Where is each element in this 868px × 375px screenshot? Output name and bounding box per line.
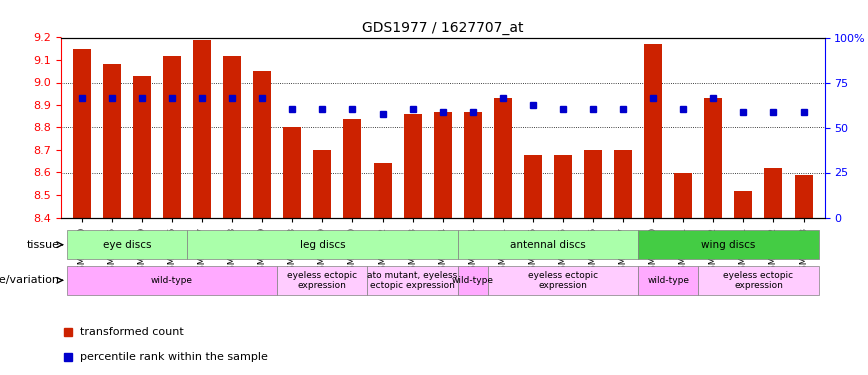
- Bar: [584, 150, 602, 217]
- Bar: [253, 71, 272, 217]
- Text: tissue: tissue: [26, 240, 59, 250]
- Text: ato mutant, eyeless
ectopic expression: ato mutant, eyeless ectopic expression: [367, 271, 457, 290]
- Text: eyeless ectopic
expression: eyeless ectopic expression: [723, 271, 793, 290]
- FancyBboxPatch shape: [187, 230, 457, 259]
- FancyBboxPatch shape: [457, 266, 488, 295]
- Text: eyeless ectopic
expression: eyeless ectopic expression: [287, 271, 358, 290]
- Bar: [73, 49, 91, 217]
- Text: genotype/variation: genotype/variation: [0, 275, 59, 285]
- Bar: [794, 175, 812, 217]
- Bar: [704, 98, 722, 218]
- FancyBboxPatch shape: [67, 230, 187, 259]
- Bar: [133, 76, 151, 217]
- Text: antennal discs: antennal discs: [510, 240, 586, 250]
- Bar: [103, 64, 121, 218]
- Bar: [434, 112, 451, 218]
- Bar: [193, 40, 211, 218]
- Text: wild-type: wild-type: [451, 276, 494, 285]
- Bar: [373, 164, 391, 218]
- Bar: [223, 56, 241, 217]
- Text: eye discs: eye discs: [102, 240, 151, 250]
- Bar: [344, 118, 361, 218]
- Text: eyeless ectopic
expression: eyeless ectopic expression: [528, 271, 598, 290]
- Bar: [464, 112, 482, 218]
- Text: wing discs: wing discs: [701, 240, 755, 250]
- Bar: [674, 172, 693, 217]
- FancyBboxPatch shape: [277, 266, 367, 295]
- Bar: [614, 150, 632, 217]
- Bar: [644, 44, 662, 218]
- FancyBboxPatch shape: [698, 266, 819, 295]
- Text: leg discs: leg discs: [299, 240, 345, 250]
- Text: wild-type: wild-type: [151, 276, 193, 285]
- Bar: [734, 190, 753, 217]
- Bar: [765, 168, 782, 217]
- Bar: [404, 114, 422, 218]
- Text: wild-type: wild-type: [648, 276, 689, 285]
- FancyBboxPatch shape: [67, 266, 277, 295]
- Title: GDS1977 / 1627707_at: GDS1977 / 1627707_at: [362, 21, 523, 35]
- Bar: [554, 154, 572, 218]
- Text: transformed count: transformed count: [80, 327, 184, 337]
- FancyBboxPatch shape: [488, 266, 638, 295]
- FancyBboxPatch shape: [638, 266, 698, 295]
- Bar: [283, 128, 301, 218]
- FancyBboxPatch shape: [367, 266, 457, 295]
- FancyBboxPatch shape: [457, 230, 638, 259]
- Bar: [494, 98, 512, 218]
- Text: percentile rank within the sample: percentile rank within the sample: [80, 352, 267, 362]
- FancyBboxPatch shape: [638, 230, 819, 259]
- Bar: [313, 150, 332, 217]
- Bar: [524, 154, 542, 218]
- Bar: [163, 56, 181, 217]
